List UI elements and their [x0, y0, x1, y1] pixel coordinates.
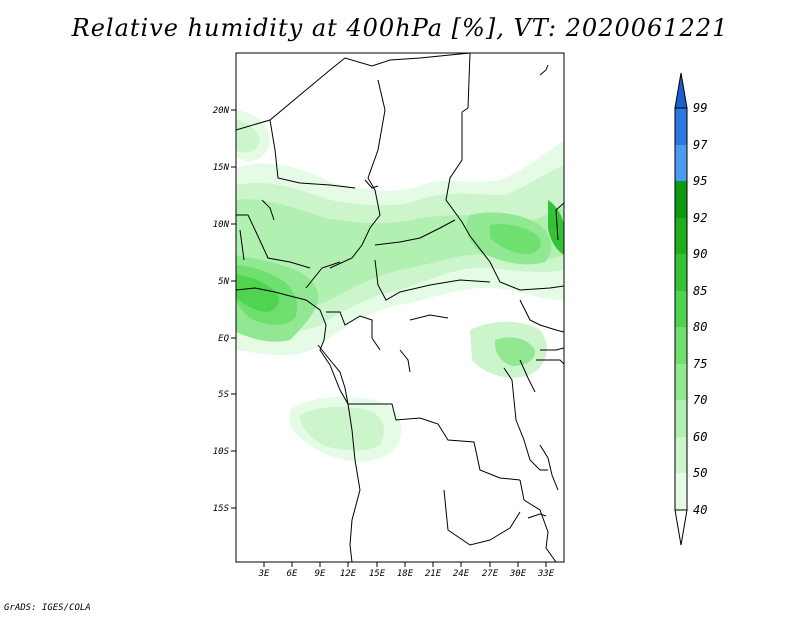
colorbar-swatch-97-99: [675, 108, 687, 145]
colorbar-bottom-arrow: [674, 509, 688, 546]
colorbar-label-85: 85: [693, 284, 707, 298]
coastline: [236, 64, 559, 519]
latitude-axis: 20N 15N 10N 5N EQ 5S 10S 15S: [213, 106, 230, 514]
colorbar-label-40: 40: [693, 503, 707, 517]
lat-label-5s: 5S: [218, 390, 229, 400]
colorbar-swatch-40-50: [675, 473, 687, 510]
humidity-field: [236, 110, 564, 462]
lat-label-15n: 15N: [213, 163, 230, 173]
humidity-region-coast-85: [236, 275, 279, 312]
lat-label-10n: 10N: [213, 220, 230, 230]
latitude-ticks: [231, 109, 236, 509]
lon-label-30e: 30E: [509, 569, 527, 579]
colorbar-top-arrow: [674, 72, 688, 109]
lat-label-20n: 20N: [213, 106, 230, 116]
lat-label-eq: EQ: [218, 334, 229, 344]
colorbar-label-90: 90: [693, 247, 707, 261]
grads-credit: GrADS: IGES/COLA: [4, 603, 91, 613]
colorbar-label-97: 97: [693, 138, 708, 152]
longitude-ticks: [263, 562, 547, 567]
humidity-region-angola-50: [300, 406, 384, 451]
colorbar-swatch-50-60: [675, 437, 687, 473]
colorbar-label-80: 80: [693, 320, 707, 334]
colorbar-label-99: 99: [693, 101, 707, 115]
lon-label-27e: 27E: [482, 569, 499, 579]
lon-label-3e: 3E: [258, 569, 270, 579]
colorbar-swatch-92-95: [675, 181, 687, 218]
longitude-axis: 3E 6E 9E 12E 15E 18E 21E 24E 27E 30E 33E: [258, 569, 555, 579]
colorbar-swatch-90-92: [675, 218, 687, 254]
humidity-region-lakes-70: [494, 337, 536, 366]
colorbar-label-95: 95: [693, 174, 707, 188]
colorbar-swatch-95-97: [675, 145, 687, 181]
colorbar: [674, 72, 688, 546]
map-frame: [235, 52, 565, 563]
lon-label-24e: 24E: [453, 569, 470, 579]
colorbar-swatch-70-75: [675, 364, 687, 400]
lon-label-15e: 15E: [369, 569, 386, 579]
colorbar-label-92: 92: [693, 211, 707, 225]
colorbar-swatch-75-80: [675, 327, 687, 364]
colorbar-label-70: 70: [693, 393, 707, 407]
country-borders: [236, 53, 564, 562]
colorbar-swatch-60-70: [675, 400, 687, 437]
lat-label-5n: 5N: [218, 277, 229, 287]
lon-label-12e: 12E: [340, 569, 357, 579]
lat-label-10s: 10S: [213, 447, 230, 457]
map-title: Relative humidity at 400hPa [%], VT: 202…: [71, 14, 729, 42]
humidity-region-east-80: [490, 224, 541, 254]
lon-label-18e: 18E: [397, 569, 414, 579]
colorbar-swatch-85-90: [675, 254, 687, 291]
colorbar-label-60: 60: [693, 430, 707, 444]
colorbar-labels: 99 97 95 92 90 85 80 75 70 60 50 40: [693, 101, 708, 517]
colorbar-label-75: 75: [693, 357, 707, 371]
lon-label-33e: 33E: [537, 569, 555, 579]
humidity-region-edge-85: [548, 200, 564, 255]
lat-label-15s: 15S: [213, 504, 230, 514]
lon-label-9e: 9E: [315, 569, 326, 579]
colorbar-swatch-80-85: [675, 291, 687, 327]
lon-label-6e: 6E: [287, 569, 298, 579]
colorbar-label-50: 50: [693, 466, 707, 480]
lon-label-21e: 21E: [425, 569, 442, 579]
